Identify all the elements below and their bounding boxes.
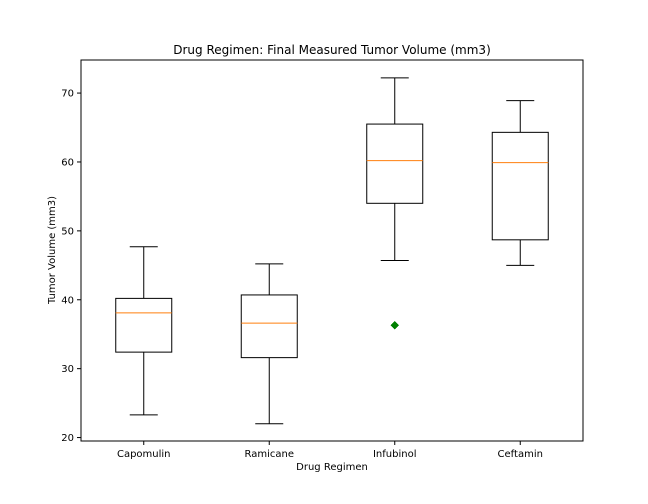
y-tick-label: 40 [61,295,74,306]
outlier-point [390,320,400,330]
y-tick-label: 30 [61,364,74,375]
x-tick-label: Ramicane [245,449,295,460]
box-iqr [115,297,173,353]
box-capomulin [115,246,173,416]
x-axis: Capomulin Ramicane Infubinol Ceftamin [117,441,543,460]
plot-area-frame [80,59,584,442]
box-iqr [366,123,424,204]
y-axis-label: Tumor Volume (mm3) [47,196,58,305]
y-tick-label: 60 [61,157,74,168]
box-infubinol [366,77,424,330]
y-tick-label: 50 [61,226,74,237]
box-ramicane [240,263,298,425]
y-axis: 20 30 40 50 60 70 [61,89,81,444]
y-tick-label: 20 [61,433,74,444]
x-tick-label: Infubinol [373,449,417,460]
box-iqr [240,294,298,359]
y-tick-label: 70 [61,89,74,100]
box-series [115,77,549,425]
box-ceftamin [491,100,549,266]
chart-title: Drug Regimen: Final Measured Tumor Volum… [173,43,491,57]
box-iqr [491,131,549,241]
x-tick-label: Capomulin [117,449,171,460]
x-tick-label: Ceftamin [498,449,543,460]
x-axis-label: Drug Regimen [296,462,368,473]
